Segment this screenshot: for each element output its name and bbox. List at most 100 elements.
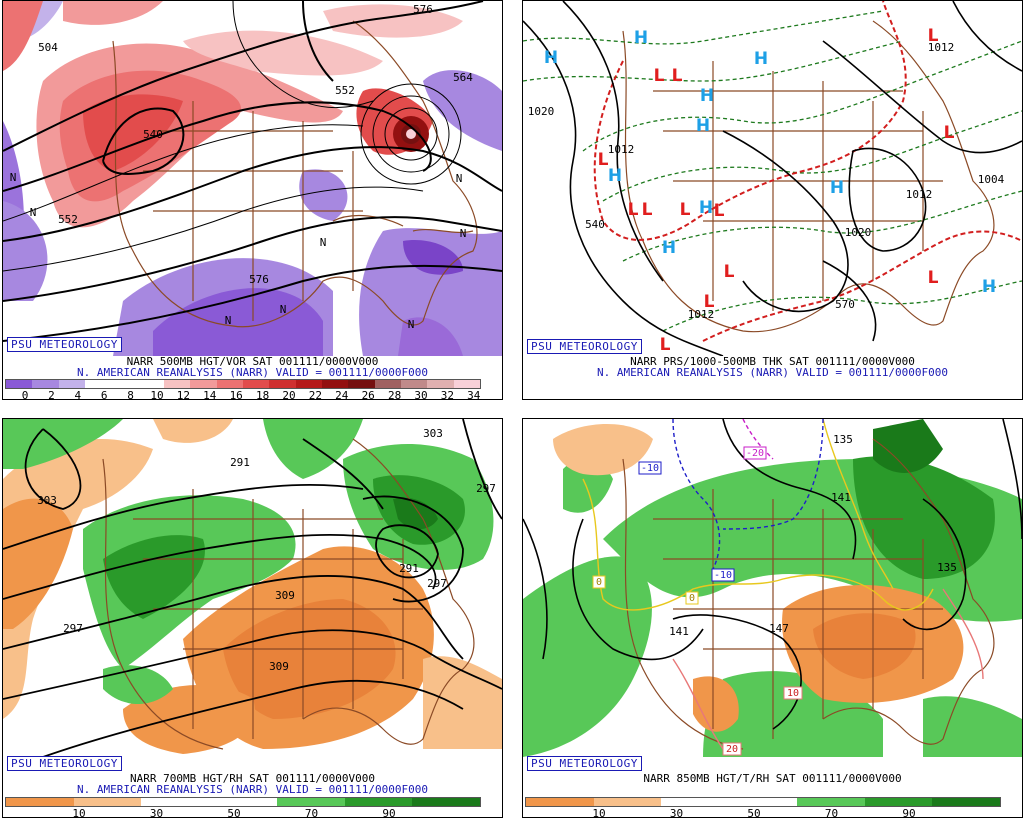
rh-colorbar-ticks: 10 30 50 70 90 [523,808,1022,818]
colorbar-tick-label: 90 [902,807,916,818]
panel-pressure-thickness: 1020 1012 540 1020 1012 1004 570 1012 10… [522,0,1023,400]
colorbar-swatch [864,798,933,806]
panel-subtitle: N. AMERICAN REANALYSIS (NARR) VALID = 00… [77,783,428,796]
high-pressure-marker: H [608,166,622,186]
low-pressure-marker: L [628,200,639,220]
colorbar-swatch [6,380,33,388]
isobar-label: 1020 [528,105,555,118]
contour-label: 576 [249,273,269,286]
panel-700mb-rh: 303 291 297 303 291 297 297 309 309 PSU … [2,418,503,818]
colorbar-swatch [32,380,59,388]
vorticity-min-label: N [30,206,37,219]
contour-label: 504 [38,41,58,54]
colorbar-swatch [216,380,243,388]
isobar-label: 1012 [928,41,955,54]
colorbar-tick-label: 16 [229,389,243,400]
psu-meteorology-logo: PSU METEOROLOGY [527,339,642,354]
height-label: 303 [423,427,443,440]
panel-title: NARR 850MB HGT/T/RH SAT 001111/0000V000 [643,772,902,785]
height-label: 291 [230,456,250,469]
colorbar-swatch [412,798,481,806]
vorticity-min-label: N [225,314,232,327]
psu-meteorology-logo: PSU METEOROLOGY [7,756,122,771]
colorbar-tick-label: 30 [149,807,164,818]
low-pressure-marker: L [672,66,683,86]
isobar-label: 1012 [608,143,635,156]
height-label: 297 [63,622,83,635]
colorbar-tick-label: 10 [592,807,606,818]
temperature-label: 20 [726,744,738,755]
vorticity-min-label: N [456,172,463,185]
colorbar-swatch [6,798,74,806]
contour-label: 552 [58,213,78,226]
colorbar-tick-label: 70 [304,807,319,818]
colorbar-tick-label: 8 [127,389,134,400]
low-pressure-marker: L [654,66,665,86]
colorbar-tick-label: 12 [176,389,191,400]
isobar-label: 1020 [845,226,872,239]
colorbar-tick-label: 30 [414,389,428,400]
colorbar-swatch [190,380,217,388]
temperature-label: -10 [714,570,732,581]
colorbar-tick-label: 34 [467,389,481,400]
isobar-label: 1012 [906,188,933,201]
colorbar-tick-label: 20 [282,389,296,400]
colorbar-tick-label: 22 [308,389,323,400]
low-pressure-marker: L [928,26,939,46]
colorbar-swatch [111,380,138,388]
colorbar-swatch [209,798,277,806]
height-label: 297 [427,577,447,590]
low-pressure-marker: L [704,292,715,312]
colorbar-tick-label: 4 [74,389,82,400]
panel-850mb-temp-rh: 135 141 135 141 147 10 20 0 0 -10 -10 -2… [522,418,1023,818]
psu-meteorology-logo: PSU METEOROLOGY [527,756,642,771]
psu-meteorology-logo: PSU METEOROLOGY [7,337,122,352]
colorbar-tick-label: 26 [361,389,375,400]
high-pressure-marker: H [662,238,676,258]
height-label: 147 [769,622,789,635]
height-label: 291 [399,562,419,575]
high-pressure-marker: H [700,86,714,106]
low-pressure-marker: L [714,201,725,221]
colorbar-swatch [796,798,865,806]
colorbar-tick-label: 14 [203,389,217,400]
colorbar-tick-label: 0 [21,389,29,400]
vorticity-min-label: N [408,318,415,331]
map-850mb: 135 141 135 141 147 10 20 0 0 -10 -10 -2… [523,419,1022,757]
height-label: 309 [269,660,289,673]
colorbar-swatch [729,798,797,806]
temperature-label: 0 [689,593,695,604]
colorbar-tick-label: 70 [824,807,839,818]
low-pressure-marker: L [642,200,653,220]
colorbar-tick-label: 50 [747,807,761,818]
colorbar-swatch [163,380,191,388]
colorbar-tick-label: 50 [227,807,241,818]
height-label: 141 [831,491,851,504]
high-pressure-marker: H [699,198,713,218]
high-pressure-marker: H [830,178,844,198]
colorbar-swatch [58,380,85,388]
colorbar-swatch [374,380,401,388]
low-pressure-marker: L [680,200,691,220]
colorbar-swatch [453,380,480,388]
colorbar-tick-label: 18 [255,389,270,400]
vorticity-min-label: N [10,171,17,184]
colorbar-swatch [526,798,594,806]
low-pressure-marker: L [944,123,955,143]
colorbar-swatch [73,798,142,806]
contour-label: 564 [453,71,473,84]
low-pressure-marker: L [724,262,735,282]
contour-label: 540 [143,128,163,141]
colorbar-swatch [269,380,296,388]
isobar-label: 1012 [688,308,715,321]
rh-colorbar-ticks: 10 30 50 70 90 [3,808,502,818]
vorticity-colorbar-ticks: 0 2 4 6 8 10 12 14 16 18 20 22 24 26 28 30 32 34 [3,390,502,400]
vorticity-min-label: N [320,236,327,249]
rh-colorbar [5,797,481,807]
colorbar-swatch [141,798,210,806]
colorbar-swatch [400,380,428,388]
colorbar-swatch [276,798,345,806]
low-pressure-marker: L [660,335,671,355]
colorbar-swatch [295,380,322,388]
colorbar-tick-label: 24 [335,389,349,400]
